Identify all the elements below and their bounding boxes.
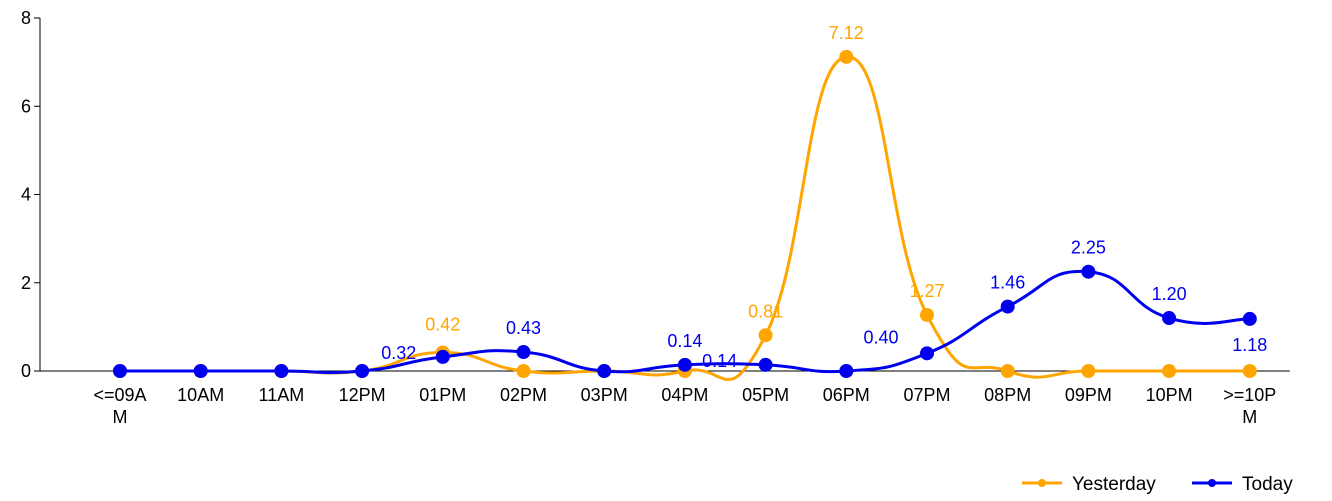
legend-label: Today — [1242, 474, 1293, 495]
data-point-yesterday[interactable] — [920, 307, 934, 322]
x-tick-label: 03PM — [581, 385, 628, 405]
y-tick-label: 6 — [21, 96, 31, 116]
data-point-yesterday[interactable] — [1000, 364, 1015, 378]
x-axis-ticks: <=09A M 10AM 11AM 12PM 01PM 02PM 03PM 04PM 05PM 06… — [93, 385, 1276, 427]
data-point-today[interactable] — [920, 346, 934, 361]
data-point-today[interactable] — [193, 364, 208, 378]
y-tick-label: 8 — [21, 8, 31, 28]
x-tick-label: >=10P M — [1223, 385, 1276, 427]
data-point-yesterday[interactable] — [1081, 364, 1096, 378]
data-label-today: 1.20 — [1152, 284, 1187, 304]
data-point-today[interactable] — [1000, 299, 1015, 314]
data-point-today[interactable] — [758, 357, 773, 372]
x-tick-label: 01PM — [419, 385, 466, 405]
legend-swatch-marker — [1208, 479, 1216, 487]
y-tick-label: 2 — [21, 273, 31, 293]
data-point-today[interactable] — [1081, 264, 1096, 279]
data-point-yesterday[interactable] — [516, 364, 531, 378]
data-point-today[interactable] — [1162, 311, 1177, 326]
data-label-today: 2.25 — [1071, 238, 1106, 258]
data-point-today[interactable] — [516, 345, 531, 360]
data-point-today[interactable] — [274, 364, 289, 378]
data-point-yesterday[interactable] — [758, 328, 773, 343]
data-label-yesterday: 0.42 — [425, 314, 460, 334]
data-label-today: 0.32 — [381, 343, 416, 363]
series-line-today — [119, 269, 1250, 375]
data-label-today: 0.40 — [863, 327, 898, 347]
y-axis-ticks: 0 2 4 6 8 — [21, 8, 40, 381]
axes — [39, 18, 1290, 372]
data-point-yesterday[interactable] — [1162, 364, 1177, 378]
x-tick-label: 07PM — [903, 385, 950, 405]
data-label-yesterday: 7.12 — [829, 23, 864, 43]
x-tick-label: <=09A M — [93, 385, 146, 427]
x-tick-label: 10AM — [177, 385, 224, 405]
data-point-yesterday[interactable] — [839, 49, 854, 64]
data-point-yesterday[interactable] — [1242, 364, 1257, 378]
x-tick-label: 10PM — [1146, 385, 1193, 405]
legend-swatch-marker — [1038, 479, 1046, 487]
data-point-today[interactable] — [113, 364, 127, 378]
data-point-today[interactable] — [597, 364, 612, 378]
x-tick-label: 02PM — [500, 385, 547, 405]
x-tick-label: 12PM — [339, 385, 386, 405]
data-label-today: 1.46 — [990, 273, 1025, 293]
data-point-today[interactable] — [839, 364, 854, 378]
data-label-today: 0.14 — [667, 331, 702, 351]
legend-item-yesterday[interactable]: Yesterday — [1022, 474, 1156, 495]
legend-label: Yesterday — [1072, 474, 1156, 495]
x-tick-label: 08PM — [984, 385, 1031, 405]
series-today — [113, 264, 1257, 378]
legend[interactable]: Yesterday Today — [1022, 474, 1293, 495]
x-tick-label: 06PM — [823, 385, 870, 405]
data-label-yesterday: 0.81 — [748, 301, 783, 321]
x-tick-label: 04PM — [661, 385, 708, 405]
series-layer — [113, 49, 1257, 381]
data-labels-layer: 0.42 0.81 7.12 1.27 0.32 0.43 0.140.14 0.40 1.46… — [381, 23, 1267, 371]
data-label-yesterday: 1.27 — [909, 281, 944, 301]
data-label-today: 1.18 — [1232, 335, 1267, 355]
y-tick-label: 4 — [21, 185, 31, 205]
data-point-today[interactable] — [677, 357, 692, 372]
data-point-today[interactable] — [435, 349, 450, 364]
data-point-today[interactable] — [1242, 311, 1257, 326]
legend-item-today[interactable]: Today — [1192, 474, 1293, 495]
data-label-today: 0.43 — [506, 318, 541, 338]
x-tick-label: 11AM — [259, 385, 305, 405]
x-tick-label: 09PM — [1065, 385, 1112, 405]
data-point-today[interactable] — [355, 364, 370, 378]
data-label-today: 0.14 — [702, 351, 737, 371]
y-tick-label: 0 — [21, 361, 31, 381]
x-tick-label: 05PM — [742, 385, 789, 405]
